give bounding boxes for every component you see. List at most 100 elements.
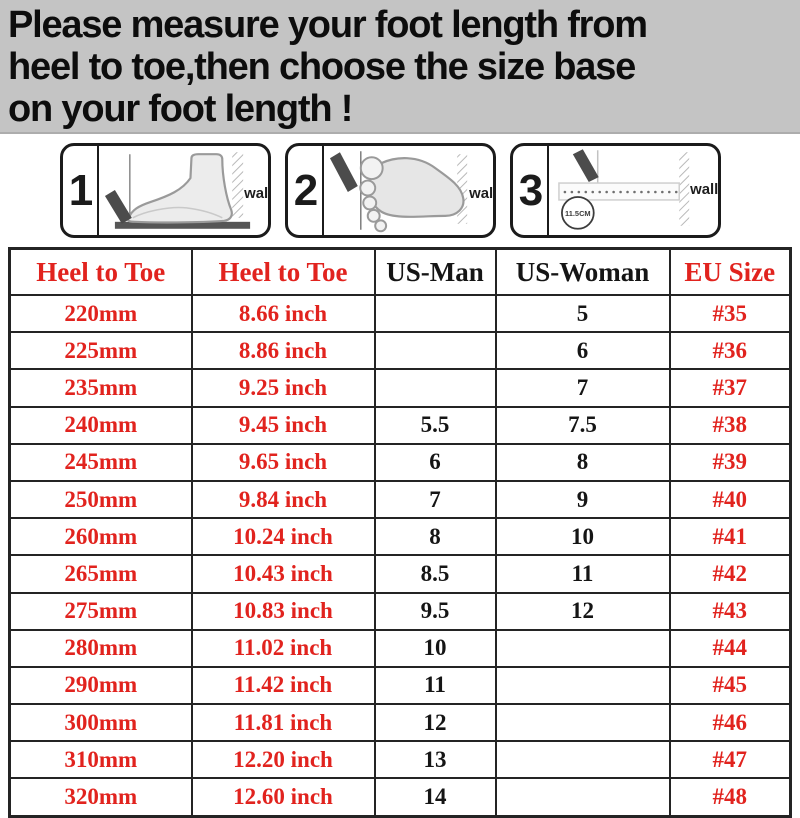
wall-hatch-icon	[457, 154, 468, 224]
cell-us-woman	[494, 740, 671, 780]
measure-badge-label: 11.5CM	[565, 209, 591, 218]
footprint-measure-icon: wall	[324, 146, 493, 235]
size-table-body: 220mm 8.66 inch 5 #35 225mm 8.86 inch 6 #36 235m…	[8, 293, 792, 818]
table-row: 300mm 11.81 inch 12 #46	[8, 703, 792, 743]
cell-eu-size: #45	[668, 665, 792, 706]
table-header-row: Heel to Toe Heel to Toe US-Man US-Woman …	[8, 247, 792, 296]
wall-hatch-icon	[679, 152, 690, 226]
step-number: 2	[288, 146, 324, 235]
cell-heel-to-toe-inch: 10.83 inch	[190, 591, 376, 631]
cell-us-woman: 12	[494, 591, 671, 631]
table-row: 250mm 9.84 inch 7 9 #40	[8, 479, 792, 520]
cell-eu-size: #37	[668, 368, 792, 408]
cell-us-woman	[494, 703, 671, 743]
cell-us-woman: 10	[494, 517, 671, 557]
cell-eu-size: #43	[668, 591, 792, 631]
cell-heel-to-toe-inch: 11.02 inch	[190, 628, 376, 668]
title-line-3: on your foot length !	[8, 88, 353, 130]
cell-heel-to-toe-mm: 220mm	[8, 293, 193, 334]
cell-heel-to-toe-mm: 250mm	[8, 479, 193, 520]
pencil-icon	[329, 152, 358, 192]
toe-5	[374, 219, 388, 233]
table-row: 320mm 12.60 inch 14 #48	[8, 777, 792, 818]
cell-heel-to-toe-mm: 260mm	[8, 517, 193, 557]
table-row: 265mm 10.43 inch 8.5 11 #42	[8, 554, 792, 594]
foot-side-measure-icon: wall	[99, 146, 268, 235]
cell-us-man	[373, 368, 497, 408]
cell-us-man: 8	[373, 517, 497, 557]
cell-heel-to-toe-mm: 225mm	[8, 331, 193, 371]
cell-us-man: 12	[373, 703, 497, 743]
pencil-icon	[104, 190, 132, 224]
toe-4	[366, 208, 381, 223]
cell-heel-to-toe-inch: 9.84 inch	[190, 479, 376, 520]
toe-2	[359, 179, 377, 197]
cell-us-man: 5.5	[373, 405, 497, 445]
cell-us-man: 11	[373, 665, 497, 706]
cell-heel-to-toe-mm: 265mm	[8, 554, 193, 594]
cell-us-woman: 5	[494, 293, 671, 334]
table-row: 290mm 11.42 inch 11 #45	[8, 665, 792, 706]
instruction-panel-2: 2 wall	[285, 143, 496, 238]
title-line-2: heel to toe,then choose the size base	[8, 46, 636, 88]
cell-us-woman	[494, 665, 671, 706]
cell-us-woman: 11	[494, 554, 671, 594]
cell-eu-size: #48	[668, 777, 792, 818]
table-row: 225mm 8.86 inch 6 #36	[8, 331, 792, 371]
cell-heel-to-toe-inch: 8.86 inch	[190, 331, 376, 371]
wall-label: wall	[243, 186, 268, 202]
cell-heel-to-toe-mm: 240mm	[8, 405, 193, 445]
header-heel-to-toe-mm: Heel to Toe	[8, 247, 193, 296]
cell-eu-size: #38	[668, 405, 792, 445]
cell-us-woman: 8	[494, 442, 671, 482]
cell-eu-size: #47	[668, 740, 792, 780]
cell-eu-size: #42	[668, 554, 792, 594]
table-row: 280mm 11.02 inch 10 #44	[8, 628, 792, 668]
foot-side-shape	[127, 153, 233, 224]
instruction-panel-3: 3	[510, 143, 721, 238]
table-row: 235mm 9.25 inch 7 #37	[8, 368, 792, 408]
table-row: 275mm 10.83 inch 9.5 12 #43	[8, 591, 792, 631]
cell-heel-to-toe-inch: 12.60 inch	[190, 777, 376, 818]
ruler-measure-icon: 11.5CM wall	[549, 146, 718, 235]
cell-heel-to-toe-inch: 9.25 inch	[190, 368, 376, 408]
wall-label: wall	[468, 186, 493, 202]
table-row: 240mm 9.45 inch 5.5 7.5 #38	[8, 405, 792, 445]
cell-us-woman: 9	[494, 479, 671, 520]
wall-hatch-icon	[232, 152, 244, 218]
cell-heel-to-toe-mm: 275mm	[8, 591, 193, 631]
cell-heel-to-toe-mm: 235mm	[8, 368, 193, 408]
ruler-dots	[563, 190, 678, 194]
cell-heel-to-toe-inch: 10.43 inch	[190, 554, 376, 594]
title-banner: Please measure your foot length from hee…	[0, 0, 800, 134]
header-us-woman: US-Woman	[494, 247, 671, 296]
toe-3	[362, 195, 378, 211]
foot-side-illustration: wall	[104, 152, 268, 229]
cell-us-woman: 6	[494, 331, 671, 371]
cell-heel-to-toe-mm: 245mm	[8, 442, 193, 482]
cell-us-man: 10	[373, 628, 497, 668]
measure-instructions: 1 wall 2	[0, 143, 800, 239]
header-heel-to-toe-inch: Heel to Toe	[190, 247, 376, 296]
footprint-illustration: wall	[329, 151, 493, 233]
cell-eu-size: #36	[668, 331, 792, 371]
wall-label: wall	[689, 182, 718, 198]
table-row: 245mm 9.65 inch 6 8 #39	[8, 442, 792, 482]
cell-heel-to-toe-inch: 9.65 inch	[190, 442, 376, 482]
measure-badge-circle	[561, 196, 595, 230]
cell-eu-size: #41	[668, 517, 792, 557]
cell-us-man: 14	[373, 777, 497, 818]
table-row: 220mm 8.66 inch 5 #35	[8, 293, 792, 334]
header-us-man: US-Man	[373, 247, 497, 296]
table-row: 260mm 10.24 inch 8 10 #41	[8, 517, 792, 557]
cell-eu-size: #44	[668, 628, 792, 668]
cell-us-man	[373, 293, 497, 334]
cell-us-man	[373, 331, 497, 371]
cell-eu-size: #35	[668, 293, 792, 334]
cell-heel-to-toe-inch: 11.81 inch	[190, 703, 376, 743]
cell-heel-to-toe-inch: 12.20 inch	[190, 740, 376, 780]
cell-us-man: 6	[373, 442, 497, 482]
cell-us-woman	[494, 628, 671, 668]
cell-eu-size: #39	[668, 442, 792, 482]
foot-side-inner-line	[132, 206, 223, 219]
